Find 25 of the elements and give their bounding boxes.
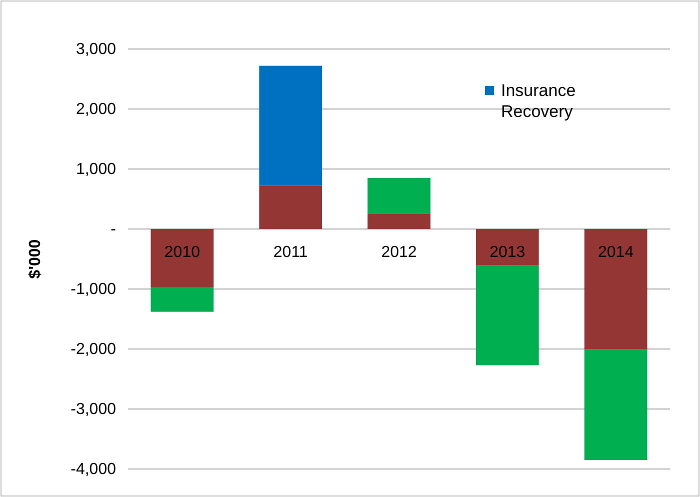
bar: [368, 178, 430, 214]
x-tick-label: 2012: [381, 244, 417, 261]
y-tick-label: 1,000: [76, 161, 116, 178]
bar: [259, 186, 322, 229]
bar: [150, 229, 214, 288]
x-tick-label: 2013: [490, 244, 526, 261]
bar: [584, 349, 648, 460]
y-tick-label: -2,000: [70, 341, 116, 358]
y-axis-title: $'000: [27, 239, 44, 279]
bar: [476, 265, 539, 366]
x-tick-label: 2010: [164, 244, 200, 261]
y-tick-label: 3,000: [76, 41, 116, 58]
x-tick-label: 2011: [273, 244, 308, 261]
y-tick-label: 2,000: [76, 101, 116, 118]
y-tick-label: -: [110, 221, 116, 238]
bar: [584, 229, 648, 349]
bar: [368, 214, 430, 229]
x-tick-label: 2014: [598, 244, 634, 261]
bar: [150, 288, 214, 312]
legend-label: Insurance Recovery: [501, 81, 576, 121]
bar: [259, 66, 322, 186]
bar: [476, 229, 539, 265]
y-tick-label: -1,000: [70, 281, 116, 298]
y-tick-label: -4,000: [70, 461, 116, 478]
y-tick-label: -3,000: [70, 401, 116, 418]
